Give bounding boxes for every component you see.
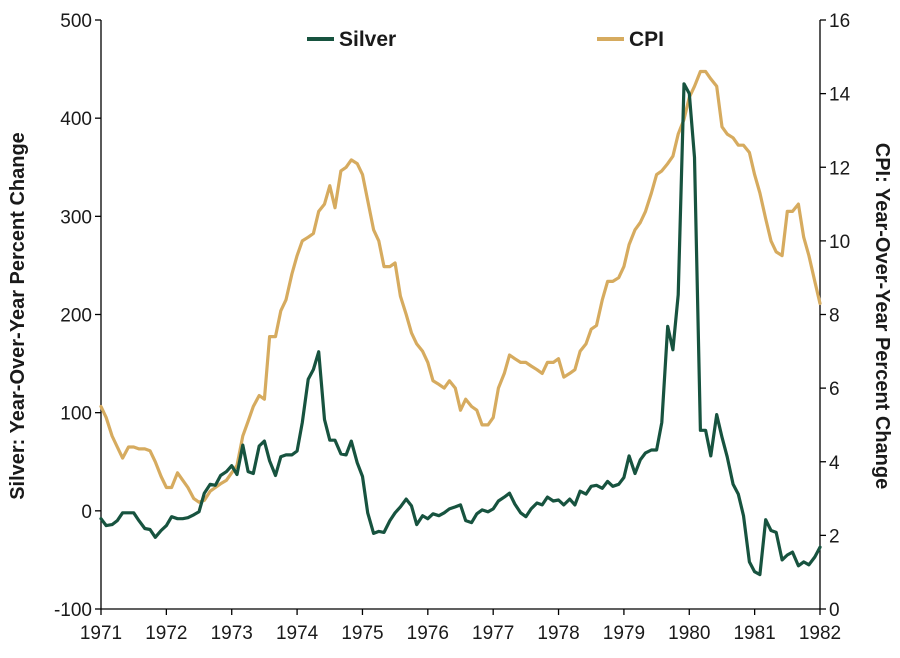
x-tick-label: 1971 — [80, 623, 122, 644]
silver-series-line — [99, 82, 822, 577]
x-tick-label: 1982 — [799, 623, 841, 644]
left-tick-label: 100 — [60, 404, 92, 425]
x-tick-label: 1977 — [472, 623, 514, 644]
silver-legend-label: Silver — [339, 28, 396, 51]
x-tick-label: 1980 — [668, 623, 710, 644]
right-tick-label: 10 — [829, 232, 850, 253]
cpi-legend-label: CPI — [629, 28, 664, 51]
right-tick-label: 2 — [829, 526, 840, 547]
cpi-series-line — [99, 69, 822, 504]
right-tick-label: 16 — [829, 11, 850, 32]
right-tick-label: 6 — [829, 379, 840, 400]
left-axis-title: Silver: Year-Over-Year Percent Change — [7, 132, 29, 500]
x-tick-label: 1972 — [145, 623, 187, 644]
left-tick-label: 200 — [60, 306, 92, 327]
right-tick-label: 14 — [829, 85, 851, 106]
x-tick-label: 1976 — [407, 623, 449, 644]
x-tick-label: 1978 — [537, 623, 579, 644]
axes: -100 0 100 200 300 400 500 0 2 4 6 8 10 12 14 16 1971 197… — [54, 11, 851, 644]
x-tick-label: 1973 — [211, 623, 253, 644]
right-tick-label: 12 — [829, 158, 850, 179]
x-tick-label: 1979 — [603, 623, 645, 644]
left-tick-label: 0 — [81, 502, 92, 523]
x-tick-label: 1981 — [733, 623, 775, 644]
left-tick-label: 400 — [60, 109, 92, 130]
right-axis-title: CPI: Year-Over-Year Percent Change — [871, 143, 893, 489]
x-tick-label: 1975 — [341, 623, 383, 644]
left-tick-label: 300 — [60, 207, 92, 228]
left-tick-label: -100 — [54, 600, 92, 621]
x-tick-label: 1974 — [276, 623, 319, 644]
right-tick-label: 0 — [829, 600, 840, 621]
left-tick-label: 500 — [60, 11, 92, 32]
series-lines — [99, 69, 822, 577]
right-tick-label: 8 — [829, 306, 840, 327]
right-tick-label: 4 — [829, 453, 840, 474]
legend: Silver CPI — [307, 28, 664, 51]
